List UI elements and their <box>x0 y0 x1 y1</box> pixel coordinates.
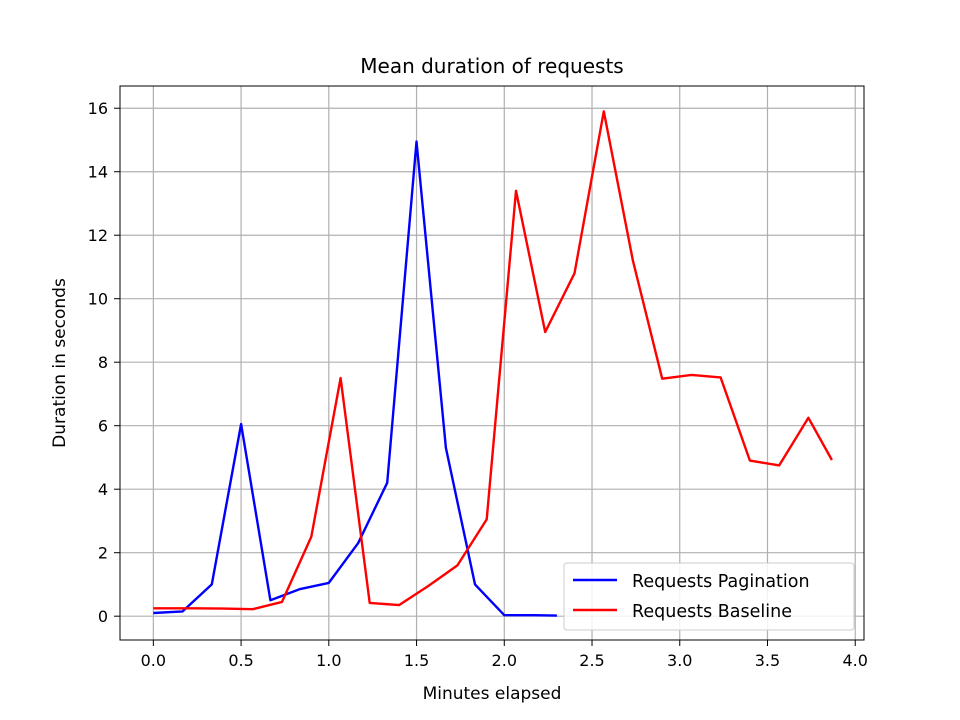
x-tick-label: 0.5 <box>228 651 253 670</box>
y-tick-label: 6 <box>98 417 108 436</box>
legend-box <box>563 562 855 631</box>
axis-ticks: 0.0 0.5 1.0 1.5 2.0 2.5 3.0 3.5 4.0 0 2 4 6 8 10 12 14 16 <box>88 99 868 670</box>
x-tick-label: 2.5 <box>579 651 604 670</box>
y-tick-label: 14 <box>88 163 108 182</box>
x-tick-label: 1.0 <box>316 651 341 670</box>
chart-title: Mean duration of requests <box>360 54 623 78</box>
y-tick-label: 0 <box>98 607 108 626</box>
plot-area <box>120 86 864 640</box>
series-line-pagination <box>153 140 557 617</box>
x-tick-label: 3.0 <box>667 651 692 670</box>
y-tick-label: 10 <box>88 290 108 309</box>
x-tick-label: 4.0 <box>842 651 867 670</box>
x-tick-label: 3.5 <box>755 651 780 670</box>
legend-label-pagination: Requests Pagination <box>632 572 810 592</box>
y-tick-label: 2 <box>98 544 108 563</box>
series-layer <box>153 110 833 617</box>
y-tick-label: 16 <box>88 99 108 118</box>
y-tick-label: 8 <box>98 353 108 372</box>
x-tick-label: 1.5 <box>404 651 429 670</box>
y-tick-label: 12 <box>88 226 108 245</box>
y-tick-label: 4 <box>98 480 108 499</box>
series-line-baseline <box>153 110 833 611</box>
legend-label-baseline: Requests Baseline <box>632 602 792 622</box>
plot-frame <box>119 85 865 641</box>
y-axis-title: Duration in seconds <box>50 278 70 448</box>
x-tick-label: 2.0 <box>492 651 517 670</box>
x-axis-title: Minutes elapsed <box>423 684 562 704</box>
x-tick-label: 0.0 <box>141 651 166 670</box>
legend: Requests Pagination Requests Baseline <box>563 562 855 631</box>
